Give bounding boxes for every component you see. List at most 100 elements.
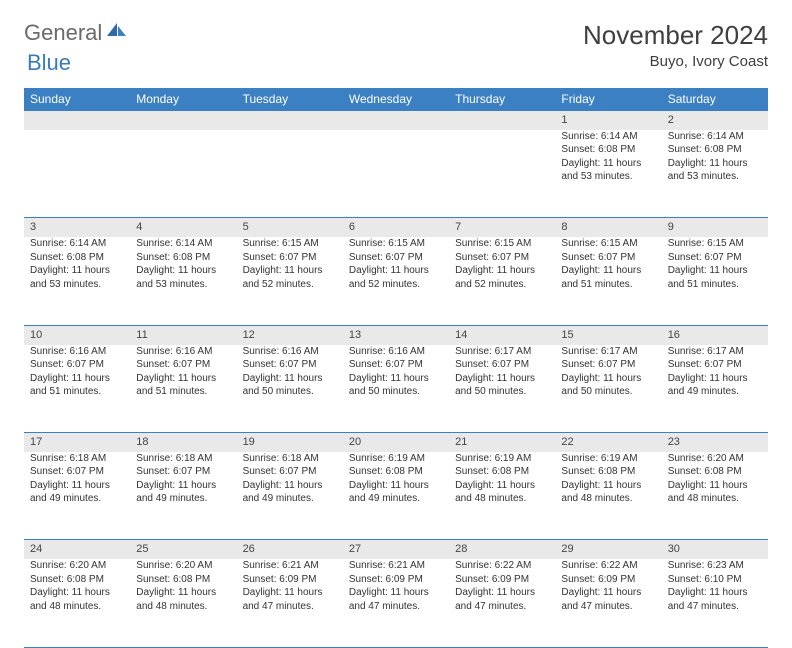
sunrise-line: Sunrise: 6:17 AM (561, 345, 655, 359)
day-number-cell: 24 (24, 540, 130, 559)
sunrise-line: Sunrise: 6:20 AM (668, 452, 762, 466)
daylight-line: Daylight: 11 hours and 51 minutes. (561, 264, 655, 291)
logo-sail-icon (105, 20, 127, 46)
day-number-cell: 20 (343, 433, 449, 452)
sunrise-line: Sunrise: 6:18 AM (243, 452, 337, 466)
daylight-line: Daylight: 11 hours and 50 minutes. (243, 372, 337, 399)
day-number-cell: 3 (24, 218, 130, 237)
sunrise-line: Sunrise: 6:17 AM (668, 345, 762, 359)
day-number-cell: 22 (555, 433, 661, 452)
day-number-cell: 8 (555, 218, 661, 237)
sunrise-line: Sunrise: 6:14 AM (561, 130, 655, 144)
day-content-cell: Sunrise: 6:14 AMSunset: 6:08 PMDaylight:… (130, 237, 236, 325)
day-number-cell: 2 (662, 111, 768, 130)
sunrise-line: Sunrise: 6:20 AM (136, 559, 230, 573)
day-content-cell: Sunrise: 6:22 AMSunset: 6:09 PMDaylight:… (555, 559, 661, 647)
sunset-line: Sunset: 6:09 PM (349, 573, 443, 587)
sunset-line: Sunset: 6:08 PM (455, 465, 549, 479)
day-content-cell: Sunrise: 6:15 AMSunset: 6:07 PMDaylight:… (449, 237, 555, 325)
day-content-cell: Sunrise: 6:14 AMSunset: 6:08 PMDaylight:… (555, 130, 661, 218)
day-number-row: 24252627282930 (24, 540, 768, 559)
day-content-cell: Sunrise: 6:22 AMSunset: 6:09 PMDaylight:… (449, 559, 555, 647)
sunset-line: Sunset: 6:07 PM (243, 358, 337, 372)
day-content-cell: Sunrise: 6:15 AMSunset: 6:07 PMDaylight:… (555, 237, 661, 325)
daylight-line: Daylight: 11 hours and 48 minutes. (561, 479, 655, 506)
sunrise-line: Sunrise: 6:16 AM (349, 345, 443, 359)
day-number-cell (449, 111, 555, 130)
daylight-line: Daylight: 11 hours and 49 minutes. (668, 372, 762, 399)
day-number-cell: 25 (130, 540, 236, 559)
day-content-cell: Sunrise: 6:21 AMSunset: 6:09 PMDaylight:… (343, 559, 449, 647)
sunset-line: Sunset: 6:08 PM (136, 573, 230, 587)
day-content-row: Sunrise: 6:14 AMSunset: 6:08 PMDaylight:… (24, 237, 768, 325)
weekday-header: Thursday (449, 88, 555, 111)
day-content-cell: Sunrise: 6:21 AMSunset: 6:09 PMDaylight:… (237, 559, 343, 647)
sunset-line: Sunset: 6:07 PM (30, 465, 124, 479)
day-number-cell: 16 (662, 325, 768, 344)
sunset-line: Sunset: 6:07 PM (349, 358, 443, 372)
day-number-cell: 7 (449, 218, 555, 237)
sunrise-line: Sunrise: 6:16 AM (243, 345, 337, 359)
sunset-line: Sunset: 6:08 PM (668, 143, 762, 157)
day-content-cell: Sunrise: 6:18 AMSunset: 6:07 PMDaylight:… (130, 452, 236, 540)
daylight-line: Daylight: 11 hours and 48 minutes. (668, 479, 762, 506)
daylight-line: Daylight: 11 hours and 49 minutes. (136, 479, 230, 506)
day-number-cell: 5 (237, 218, 343, 237)
sunrise-line: Sunrise: 6:19 AM (561, 452, 655, 466)
day-content-row: Sunrise: 6:18 AM Sunset: 6:07 PM Daylight:… (24, 452, 768, 540)
sunset-line: Sunset: 6:07 PM (349, 251, 443, 265)
sunset-line: Sunset: 6:08 PM (561, 465, 655, 479)
day-number-cell (130, 111, 236, 130)
day-number-cell: 1 (555, 111, 661, 130)
day-number-cell: 18 (130, 433, 236, 452)
daylight-line: Daylight: 11 hours and 53 minutes. (30, 264, 124, 291)
day-number-cell: 4 (130, 218, 236, 237)
sunrise-line: Sunrise: 6:16 AM (30, 345, 124, 359)
sunset-line: Sunset: 6:07 PM (243, 251, 337, 265)
day-number-cell: 27 (343, 540, 449, 559)
day-content-cell (130, 130, 236, 218)
day-content-cell: Sunrise: 6:18 AMSunset: 6:07 PMDaylight:… (24, 452, 130, 540)
day-content-cell: Sunrise: 6:20 AMSunset: 6:08 PMDaylight:… (662, 452, 768, 540)
sunrise-line: Sunrise: 6:23 AM (668, 559, 762, 573)
day-content-cell: Sunrise: 6:23 AMSunset: 6:10 PMDaylight:… (662, 559, 768, 647)
sunrise-line: Sunrise: 6:21 AM (243, 559, 337, 573)
day-content-cell (24, 130, 130, 218)
sunrise-line: Sunrise: 6:21 AM (349, 559, 443, 573)
daylight-line: Daylight: 11 hours and 47 minutes. (243, 586, 337, 613)
daylight-line: Daylight: 11 hours and 53 minutes. (561, 157, 655, 184)
sunrise-line: Sunrise: 6:18 AM (136, 452, 230, 466)
day-number-row: 10111213141516 (24, 325, 768, 344)
day-number-cell: 28 (449, 540, 555, 559)
weekday-header: Sunday (24, 88, 130, 111)
day-number-row: 12 (24, 111, 768, 130)
day-number-cell: 14 (449, 325, 555, 344)
sunset-line: Sunset: 6:08 PM (349, 465, 443, 479)
day-number-cell: 10 (24, 325, 130, 344)
day-number-cell: 30 (662, 540, 768, 559)
day-number-cell: 13 (343, 325, 449, 344)
day-content-cell: Sunrise: 6:17 AMSunset: 6:07 PMDaylight:… (555, 345, 661, 433)
daylight-line: Daylight: 11 hours and 51 minutes. (30, 372, 124, 399)
daylight-line: Daylight: 11 hours and 48 minutes. (136, 586, 230, 613)
weekday-header: Monday (130, 88, 236, 111)
day-content-cell: Sunrise: 6:14 AMSunset: 6:08 PMDaylight:… (662, 130, 768, 218)
sunset-line: Sunset: 6:08 PM (30, 251, 124, 265)
sunrise-line: Sunrise: 6:22 AM (561, 559, 655, 573)
month-title: November 2024 (583, 20, 768, 51)
sunset-line: Sunset: 6:09 PM (243, 573, 337, 587)
day-content-cell: Sunrise: 6:17 AMSunset: 6:07 PMDaylight:… (449, 345, 555, 433)
logo-text-general: General (24, 20, 102, 46)
sunrise-line: Sunrise: 6:15 AM (561, 237, 655, 251)
sunrise-line: Sunrise: 6:15 AM (349, 237, 443, 251)
daylight-line: Daylight: 11 hours and 48 minutes. (30, 586, 124, 613)
sunrise-line: Sunrise: 6:17 AM (455, 345, 549, 359)
day-number-cell: 23 (662, 433, 768, 452)
sunset-line: Sunset: 6:09 PM (455, 573, 549, 587)
day-content-cell: Sunrise: 6:15 AMSunset: 6:07 PMDaylight:… (662, 237, 768, 325)
daylight-line: Daylight: 11 hours and 53 minutes. (668, 157, 762, 184)
daylight-line: Daylight: 11 hours and 52 minutes. (455, 264, 549, 291)
day-content-row: Sunrise: 6:20 AMSunset: 6:08 PMDaylight:… (24, 559, 768, 647)
sunset-line: Sunset: 6:07 PM (668, 251, 762, 265)
day-content-cell: Sunrise: 6:16 AMSunset: 6:07 PMDaylight:… (343, 345, 449, 433)
